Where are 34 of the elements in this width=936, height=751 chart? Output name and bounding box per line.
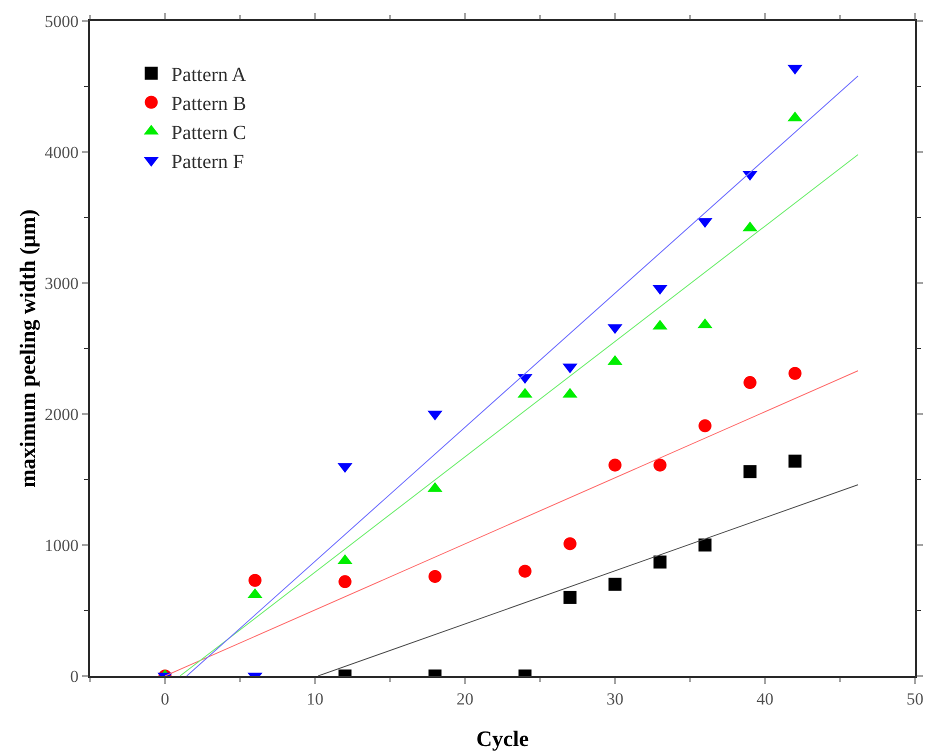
x-tick-label: 0 <box>160 689 170 708</box>
point <box>744 376 756 390</box>
x-tick-label: 50 <box>906 689 924 708</box>
x-tick-label: 30 <box>606 689 624 708</box>
y-tick-label: 3000 <box>44 274 79 293</box>
y-tick-label: 5000 <box>44 12 79 31</box>
x-axis-title: Cycle <box>476 726 529 751</box>
point <box>608 578 622 591</box>
y-tick-label: 1000 <box>44 536 79 555</box>
point <box>564 537 576 550</box>
x-tick-label: 40 <box>756 689 774 708</box>
y-axis-title: maximum peeling width (μm) <box>15 209 40 488</box>
point <box>564 590 576 604</box>
point <box>744 465 756 478</box>
point <box>338 575 352 588</box>
point <box>518 564 532 578</box>
x-tick-label: 10 <box>306 689 324 708</box>
point <box>788 366 802 380</box>
point <box>654 458 666 472</box>
point <box>698 419 712 432</box>
legend-label: Pattern B <box>171 93 246 116</box>
y-tick-label: 4000 <box>44 142 79 162</box>
x-tick-label: 20 <box>456 689 474 708</box>
legend-label: Pattern F <box>171 151 244 174</box>
legend-label: Pattern C <box>171 122 246 144</box>
point <box>698 538 712 552</box>
point <box>608 458 622 472</box>
legend-label: Pattern A <box>171 64 247 86</box>
y-tick-label: 2000 <box>44 404 79 424</box>
point <box>654 556 666 569</box>
y-tick-label: 0 <box>70 666 79 686</box>
point <box>788 454 802 468</box>
point <box>428 570 442 583</box>
point <box>248 574 262 587</box>
